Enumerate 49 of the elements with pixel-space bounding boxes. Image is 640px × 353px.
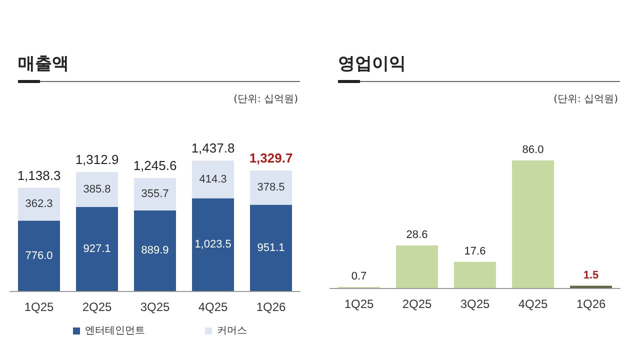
data-label: 362.3 <box>25 198 53 210</box>
x-tick-label: 1Q26 <box>576 297 606 311</box>
chart-title: 매출액 <box>18 53 69 75</box>
x-tick-label: 3Q25 <box>140 300 170 314</box>
bar <box>250 170 292 205</box>
bar <box>134 210 176 291</box>
total-label: 1,312.9 <box>75 152 119 167</box>
legend-label: 커머스 <box>217 326 247 336</box>
bar <box>76 172 118 207</box>
bar <box>512 160 554 288</box>
data-label: 355.7 <box>141 188 169 200</box>
x-tick-label: 4Q25 <box>198 300 228 314</box>
data-label: 776.0 <box>25 250 53 262</box>
x-tick-label: 2Q25 <box>402 297 432 311</box>
bar <box>192 198 234 291</box>
data-label: 86.0 <box>522 144 544 156</box>
x-tick-label: 1Q26 <box>256 300 286 314</box>
data-label: 17.6 <box>464 245 486 258</box>
bar <box>250 204 292 291</box>
data-label: 28.6 <box>406 229 428 242</box>
data-label: 0.7 <box>351 270 367 282</box>
bar <box>18 188 60 221</box>
x-tick-label: 3Q25 <box>460 297 490 311</box>
legend-label: 엔터테인먼트 <box>85 326 145 336</box>
text: (단위: 십억원) <box>554 93 618 106</box>
data-label: 1,023.5 <box>194 238 232 251</box>
data-label: 889.9 <box>141 244 169 257</box>
text: (단위: 십억원) <box>234 93 298 106</box>
total-label: 1,245.6 <box>133 158 177 174</box>
chart-title: 영업이익 <box>338 53 406 75</box>
total-label: 1,138.3 <box>17 168 61 183</box>
data-label: 951.1 <box>257 242 285 254</box>
bar <box>192 160 234 198</box>
x-tick-label: 4Q25 <box>518 297 548 311</box>
x-tick-label: 2Q25 <box>82 300 112 314</box>
data-label: 414.3 <box>199 173 227 186</box>
data-label: 1.5 <box>583 269 599 282</box>
data-label: 927.1 <box>83 242 111 255</box>
total-label: 1,437.8 <box>191 140 235 156</box>
bar <box>76 206 118 291</box>
bar <box>18 220 60 291</box>
x-tick-label: 1Q25 <box>24 300 54 314</box>
bar <box>134 178 176 210</box>
x-tick-label: 1Q25 <box>344 297 374 311</box>
bar <box>396 246 438 288</box>
data-label: 378.5 <box>257 182 285 194</box>
data-label: 385.8 <box>83 183 111 196</box>
bar <box>454 262 496 288</box>
total-label: 1,329.7 <box>249 150 293 166</box>
